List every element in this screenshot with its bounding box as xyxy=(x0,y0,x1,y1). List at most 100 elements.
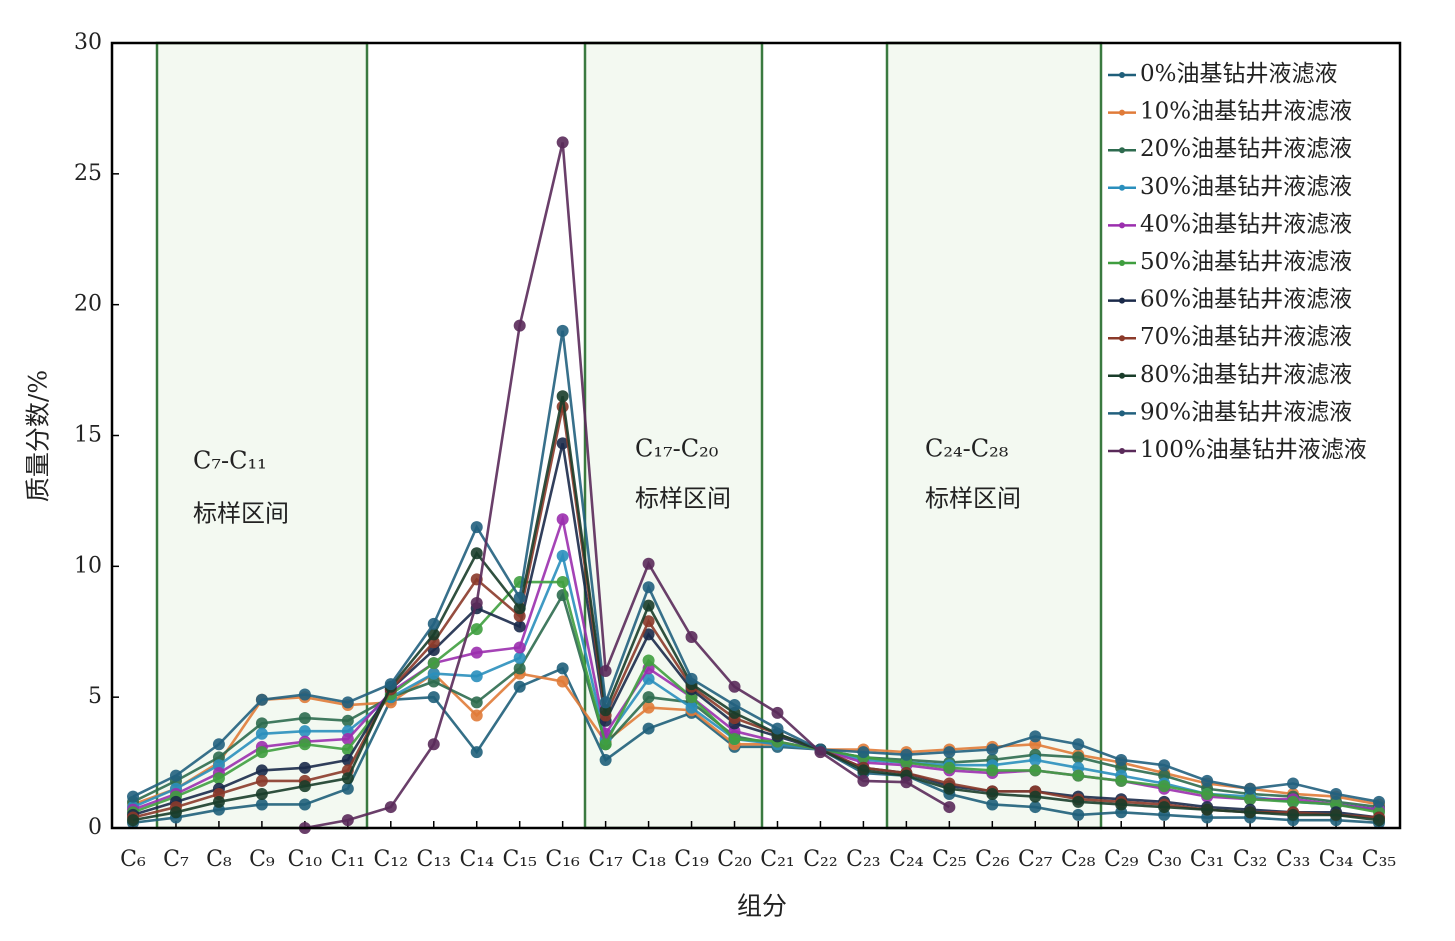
zone-range: C₇-C₁₁ xyxy=(193,447,267,475)
data-point xyxy=(943,746,956,759)
data-point xyxy=(1072,769,1085,782)
sample-zone xyxy=(155,41,369,830)
series-line xyxy=(132,395,1380,822)
series-line xyxy=(132,443,1380,819)
data-point xyxy=(599,696,612,709)
data-point xyxy=(943,782,956,795)
series-line xyxy=(132,514,1380,811)
data-point xyxy=(212,772,225,785)
data-point xyxy=(212,795,225,808)
data-point xyxy=(341,814,354,827)
data-point xyxy=(427,691,440,704)
series-line xyxy=(132,580,1380,814)
data-point xyxy=(986,743,999,756)
data-point xyxy=(556,437,569,450)
data-point xyxy=(556,675,569,688)
data-point xyxy=(1244,782,1257,795)
series-line xyxy=(132,666,1380,825)
data-point xyxy=(255,774,268,787)
x-tick-label: C₁₅ xyxy=(502,847,536,872)
x-tick-label: C₂₉ xyxy=(1104,847,1139,872)
data-point xyxy=(341,733,354,746)
data-point xyxy=(513,641,526,654)
legend-label: 80%油基钻井液滤液 xyxy=(1140,362,1352,388)
data-point xyxy=(556,136,569,149)
data-point xyxy=(642,599,655,612)
data-point xyxy=(470,547,483,560)
data-point xyxy=(642,581,655,594)
data-point xyxy=(470,646,483,659)
data-point xyxy=(298,780,311,793)
data-point xyxy=(857,746,870,759)
data-point xyxy=(1201,774,1214,787)
data-point xyxy=(427,617,440,630)
data-point xyxy=(900,748,913,761)
y-tick-label: 0 xyxy=(88,815,102,840)
x-tick-label: C₃₁ xyxy=(1190,847,1224,872)
data-point xyxy=(1072,738,1085,751)
data-point xyxy=(943,761,956,774)
legend-label: 90%油基钻井液滤液 xyxy=(1140,399,1352,425)
data-point xyxy=(513,680,526,693)
legend-label: 30%油基钻井液滤液 xyxy=(1140,174,1352,200)
legend-marker xyxy=(1119,448,1125,454)
data-point xyxy=(642,557,655,570)
data-point xyxy=(1115,774,1128,787)
series-line xyxy=(132,551,1380,811)
legend-marker xyxy=(1119,372,1125,379)
data-point xyxy=(298,712,311,725)
data-point xyxy=(513,651,526,664)
x-tick-label: C₂₃ xyxy=(846,847,880,872)
series-line xyxy=(132,671,1380,806)
data-point xyxy=(212,738,225,751)
x-tick-label: C₁₄ xyxy=(459,847,494,872)
data-point xyxy=(814,746,827,759)
data-point xyxy=(470,670,483,683)
data-point xyxy=(1287,808,1300,821)
legend-marker xyxy=(1119,410,1125,417)
plot-frame xyxy=(110,41,1402,830)
x-tick-label: C₂₁ xyxy=(760,847,794,872)
data-point xyxy=(298,688,311,701)
y-axis-label: 质量分数/% xyxy=(24,370,53,502)
y-tick-label: 10 xyxy=(74,553,102,578)
data-point xyxy=(427,738,440,751)
data-point xyxy=(470,696,483,709)
x-tick-label: C₂₄ xyxy=(889,847,924,872)
data-point xyxy=(685,701,698,714)
data-point xyxy=(986,798,999,811)
x-tick-label: C₁₀ xyxy=(288,847,323,872)
data-point xyxy=(513,620,526,633)
data-point xyxy=(384,801,397,814)
data-point xyxy=(685,630,698,643)
sample-zone xyxy=(885,41,1103,830)
x-tick-label: C₃₂ xyxy=(1233,847,1267,872)
y-tick-label: 20 xyxy=(74,292,102,317)
data-point xyxy=(255,787,268,800)
data-point xyxy=(556,390,569,403)
y-tick-label: 30 xyxy=(74,30,102,55)
data-point xyxy=(1072,795,1085,808)
data-point xyxy=(1115,798,1128,811)
data-point xyxy=(470,623,483,636)
data-point xyxy=(556,549,569,562)
data-point xyxy=(599,665,612,677)
data-point xyxy=(470,521,483,534)
data-point xyxy=(642,654,655,667)
data-point xyxy=(513,591,526,604)
x-tick-label: C₇ xyxy=(163,847,189,872)
data-point xyxy=(169,806,182,819)
series-line xyxy=(132,406,1380,819)
x-tick-label: C₁₂ xyxy=(374,847,408,872)
data-point xyxy=(169,769,182,782)
data-point xyxy=(127,814,139,827)
legend-label: 50%油基钻井液滤液 xyxy=(1140,249,1352,275)
data-point xyxy=(1201,803,1214,816)
data-point xyxy=(986,764,999,777)
legend-label: 60%油基钻井液滤液 xyxy=(1140,287,1352,313)
legend-label: 20%油基钻井液滤液 xyxy=(1140,136,1352,162)
data-point xyxy=(427,667,440,680)
data-point xyxy=(427,628,440,641)
data-point xyxy=(1029,801,1042,814)
x-tick-label: C₂₆ xyxy=(975,847,1010,872)
